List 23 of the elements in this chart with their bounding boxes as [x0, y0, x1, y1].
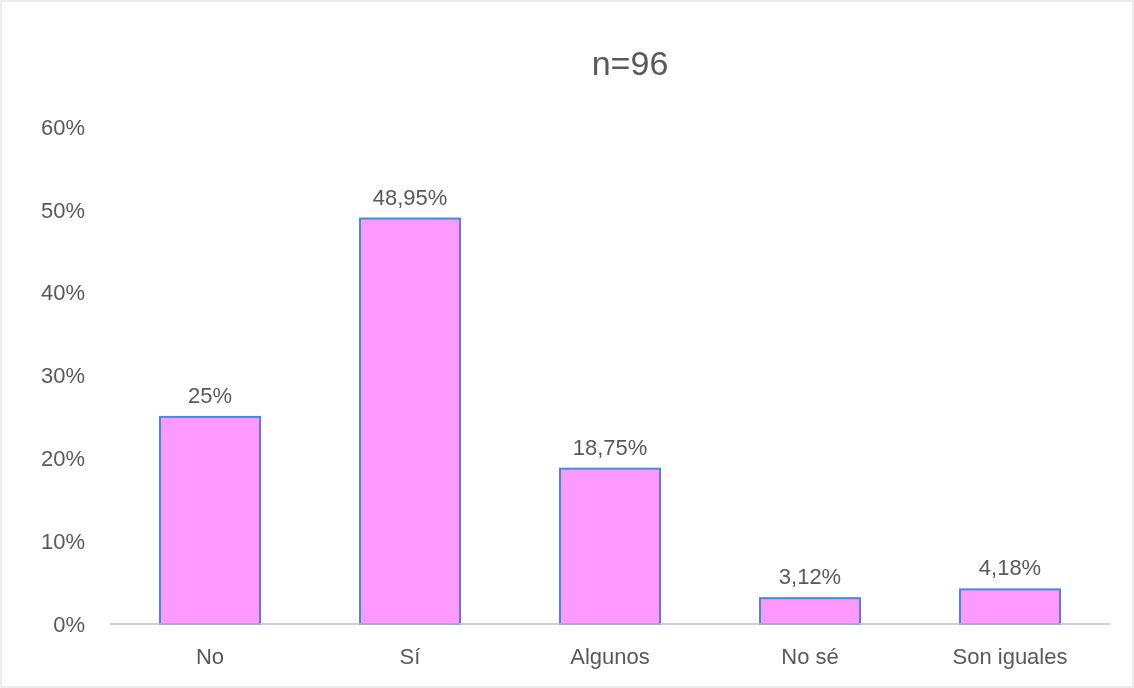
x-tick-label: Algunos [570, 644, 650, 669]
x-tick-label: No [195, 644, 225, 669]
bar [759, 597, 861, 625]
y-tick-label: 30% [40, 363, 85, 389]
x-tick-label: Sí [399, 644, 421, 669]
y-tick-label: 60% [40, 114, 85, 140]
bar [359, 217, 461, 625]
x-tick-label: Son iguales [952, 644, 1068, 669]
x-tick-label: No sé [781, 644, 839, 669]
y-tick-label: 40% [40, 280, 85, 306]
data-label: 4,18% [978, 555, 1042, 581]
data-label: 48,95% [372, 184, 448, 210]
data-label: 25% [187, 382, 233, 408]
bar [159, 415, 261, 625]
bar [959, 588, 1061, 625]
data-label: 3,12% [778, 564, 842, 590]
y-tick-label: 20% [40, 446, 85, 472]
data-label: 18,75% [572, 434, 648, 460]
y-tick-label: 10% [40, 528, 85, 554]
y-tick-label: 0% [53, 611, 85, 637]
chart-title: n=96 [591, 44, 669, 82]
bar [559, 467, 661, 625]
y-tick-label: 50% [40, 197, 85, 223]
